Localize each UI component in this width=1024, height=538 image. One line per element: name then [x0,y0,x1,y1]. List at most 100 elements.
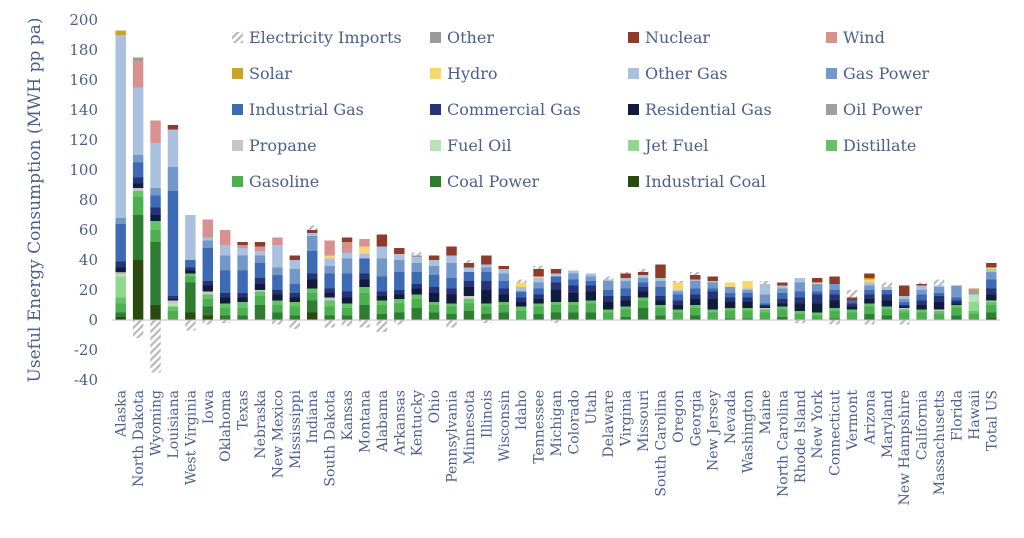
bar-segment-residential-gas [864,299,875,304]
bar-segment-nuclear [811,278,823,283]
bar-segment-nuclear [341,237,353,242]
bar-segment-electricity-imports [411,252,422,256]
x-tick-label: Rhode Island [793,390,809,483]
bar-segment-gas-power [376,258,388,277]
bar-segment-nuclear [498,266,509,269]
legend-label: Commercial Gas [447,100,581,119]
legend-swatch [232,32,243,43]
bar-segment-gasoline [341,308,353,316]
bar-segment-distillate [550,302,562,305]
bar-segment-coal-power [864,314,875,320]
bar-segment-electricity-imports [916,282,927,284]
bar-segment-gasoline [463,303,475,311]
bar-segment-hydro [324,255,335,259]
legend-label: Coal Power [447,172,540,191]
bar-segment-commercial-gas [515,297,527,302]
bar-segment-propane [202,291,213,295]
x-tick-label: Kentucky [410,390,426,456]
bar-segment-industrial-gas [394,272,405,290]
bar-segment-other-gas [620,278,631,281]
bar-segment-industrial-gas [690,288,701,295]
bar-segment-wind [359,239,370,247]
bar-segment-other-gas [411,257,422,263]
x-tick-label: Alaska [114,390,130,438]
bar-segment-hydro [672,282,684,290]
bar-segment-industrial-gas [707,288,718,292]
y-tick-label: 180 [69,41,98,59]
bar-segment-residential-gas [376,296,388,301]
bar-segment-industrial-gas [411,272,422,284]
bar-segment-nuclear [307,230,318,233]
x-tick-label: Tennessee [532,390,548,464]
bar-segment-coal-power [254,305,266,320]
bar-segment-gasoline [219,308,231,316]
bar-segment-propane [759,308,771,310]
bar-segment-residential-gas [811,303,823,313]
y-tick-label: 140 [69,101,98,119]
bar-segment-electricity-imports [794,320,805,323]
bar-segment-industrial-gas [341,273,353,292]
bar-segment-gas-power [986,272,997,280]
bar-segment-wind [219,230,231,245]
bar-segment-nuclear [655,264,666,278]
bar-segment-other-gas [515,287,527,292]
bar-segment-gasoline [481,306,492,314]
bar-segment-gasoline [150,230,161,242]
bar-segment-coal-power [655,315,666,320]
bar-segment-gas-power [446,263,457,278]
bar-segment-residential-gas [167,299,179,301]
bar-segment-coal-power [219,315,231,320]
bar-segment-wind [132,60,144,88]
bar-segment-residential-gas [829,300,840,308]
bar-segment-distillate [916,309,927,313]
bar-segment-nuclear [986,263,997,268]
bar-segment-industrial-gas [759,303,771,305]
bar-segment-distillate [846,309,858,313]
bar-segment-electricity-imports [307,225,318,230]
bar-segment-gasoline [759,312,771,320]
bar-segment-other-gas [881,287,893,290]
bar-segment-commercial-gas [307,273,318,280]
bar-segment-industrial-coal [307,312,318,320]
bar-segment-industrial-gas [498,281,509,289]
legend-swatch [430,176,441,187]
legend-swatch [628,32,639,43]
bar-segment-commercial-gas [324,288,335,293]
bar-segment-industrial-gas [724,293,736,298]
bar-segment-gas-power [150,188,161,196]
bar-segment-other-gas [185,215,196,260]
bar-segment-gas-power [254,255,266,263]
bar-segment-coal-power [724,318,736,320]
bar-segment-coal-power [202,306,213,316]
bar-segment-residential-gas [324,293,335,298]
bar-segment-residential-gas [481,290,492,304]
bar-segment-distillate [272,300,283,305]
bar-segment-other-gas [289,260,301,269]
bar-segment-coal-power [881,315,893,320]
bar-segment-gasoline [428,305,440,313]
bar-segment-industrial-coal [986,318,997,320]
bar-segment-distillate [481,303,492,307]
bar-segment-gasoline [289,306,301,316]
bar-segment-distillate [428,302,440,305]
x-axis-ticks: Alaska North Dakota Wyoming Louisiana West V… [114,389,1001,505]
x-tick-label: Michigan [549,390,565,456]
bar-segment-hydro [359,246,370,254]
bar-segment-residential-gas [254,284,266,290]
bar-segment-residential-gas [341,297,353,304]
x-tick-label: Total US [984,390,1000,451]
bar-segment-electricity-imports [550,320,562,323]
bar-segment-coal-power [376,314,388,320]
bar-segment-commercial-gas [185,267,196,271]
bar-segment-commercial-gas [272,290,283,295]
bar-segment-coal-power [620,317,631,320]
bar-segment-gasoline [115,303,126,313]
bar-segment-industrial-gas [986,279,997,289]
bar-segment-industrial-coal [202,315,213,320]
legend-label: Other [447,28,494,47]
bar-segment-other [132,57,144,61]
x-tick-label: Texas [236,390,252,430]
bar-segment-gas-power [568,273,579,280]
legend: Electricity Imports Other Nuclear Wind Solar… [232,28,930,191]
x-tick-label: Nebraska [253,390,269,459]
